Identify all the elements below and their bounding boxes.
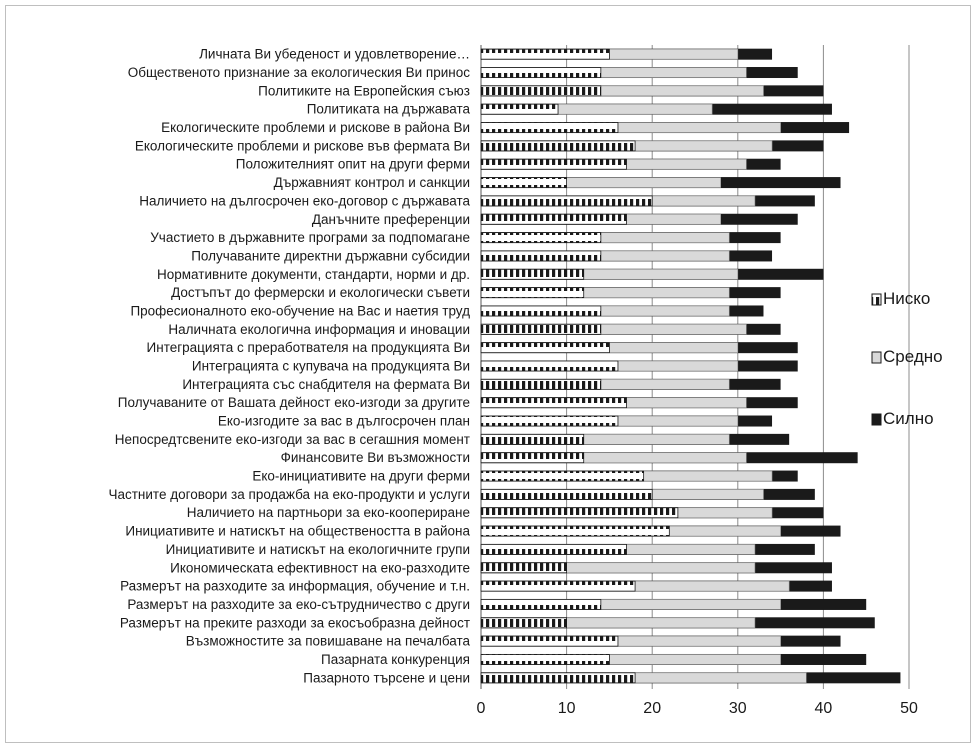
category-label: Интеграцията със снабдителя на фермата В…: [182, 377, 470, 392]
category-label: Финансовите Ви възможности: [281, 450, 470, 465]
legend: Ниско Средно Силно: [871, 289, 943, 428]
category-label: Размерът на разходите за информация, обу…: [120, 579, 470, 594]
category-label: Размерът на разходите за еко-сътрудничес…: [127, 597, 470, 612]
category-label: Политиката на държавата: [307, 102, 471, 117]
category-label: Нормативните документи, стандарти, норми…: [157, 267, 470, 282]
category-label: Екологическите проблеми и рискове в райо…: [161, 120, 470, 135]
bar-low: [480, 507, 679, 519]
category-label: Общественото признание за екологическия …: [128, 65, 471, 80]
category-label: Наличието на партньори за еко-коопериран…: [187, 505, 470, 520]
category-label: Еко-изгодите за вас в дългосрочен план: [218, 414, 470, 429]
bar-low: [480, 158, 627, 170]
bar-low: [480, 599, 602, 610]
category-labels: Личната Ви убеденост и удовлетворение… Об…: [108, 47, 470, 686]
bar-low: [480, 580, 636, 592]
bar-low: [480, 672, 636, 684]
bar-low: [480, 48, 610, 60]
category-label: Пазарната конкуренция: [321, 652, 470, 667]
bar-low: [480, 617, 567, 629]
bar-low: [480, 323, 602, 335]
category-label: Инициативите и натискът на екологичните …: [166, 542, 470, 557]
category-label: Интеграцията с купувача на продукцията В…: [192, 359, 470, 374]
category-label: Получаваните директни държавни субсидии: [191, 248, 470, 263]
category-label: Икономическата ефективност на еко-разход…: [170, 560, 470, 575]
legend-label: Силно: [883, 409, 934, 428]
legend-swatch: [871, 293, 882, 306]
category-label: Достъпът до фермерски и екологически съв…: [171, 285, 470, 300]
category-label: Участието в държавните програми за подпо…: [150, 230, 470, 245]
bar-low: [480, 103, 559, 115]
bars-layer: [480, 48, 901, 684]
category-label: Данъчните преференции: [312, 212, 470, 227]
category-label: Размерът на преките разходи за екосъобра…: [120, 615, 470, 630]
legend-swatch: [871, 351, 882, 364]
category-label: Положителният опит на други ферми: [236, 157, 470, 172]
bar-low: [480, 433, 585, 445]
x-tick-label: 30: [729, 700, 747, 717]
bar-low: [480, 488, 653, 500]
category-label: Професионалното еко-обучение на Вас и на…: [130, 303, 470, 318]
bar-low: [480, 654, 610, 665]
category-label: Интеграцията с преработвателя на продукц…: [147, 340, 470, 355]
x-tick-label: 10: [558, 700, 576, 717]
category-label: Екологическите проблеми и рискове във фе…: [135, 138, 470, 153]
category-label: Получаваните от Вашата дейност еко-изгод…: [118, 395, 470, 410]
bar-low: [480, 544, 627, 555]
x-tick-label: 0: [477, 700, 486, 717]
bar-low: [480, 67, 602, 78]
bar-low: [480, 287, 585, 299]
bar-low: [480, 635, 619, 647]
x-tick-label: 40: [815, 700, 833, 717]
category-label: Възможностите за повишаване на печалбата: [186, 634, 471, 649]
bar-low: [480, 250, 602, 262]
legend-label: Средно: [883, 347, 943, 366]
bar-low: [480, 268, 585, 280]
category-label: Еко-инициативите на други ферми: [252, 469, 470, 484]
category-label: Инициативите и натискът на общественостт…: [125, 524, 470, 539]
category-label: Личната Ви убеденост и удовлетворение…: [199, 47, 470, 62]
bar-low: [480, 397, 627, 409]
category-label: Държавният контрол и санкции: [274, 175, 470, 190]
bar-low: [480, 342, 610, 354]
bar-low: [480, 232, 602, 244]
bar-low: [480, 562, 567, 574]
bar-low: [480, 305, 602, 317]
bar-low: [480, 452, 585, 464]
bar-low: [480, 378, 602, 390]
bar-low: [480, 140, 636, 152]
category-label: Частните договори за продажба на еко-про…: [108, 487, 470, 502]
x-tick-label: 20: [643, 700, 661, 717]
bar-low: [480, 415, 619, 427]
bar-low: [480, 85, 602, 97]
category-label: Наличието на дългосрочен еко-договор с д…: [139, 193, 470, 208]
category-label: Пазарното търсене и цени: [303, 670, 470, 685]
bar-low: [480, 525, 670, 537]
bar-low: [480, 213, 627, 225]
category-label: Наличната екологична информация и иновац…: [168, 322, 470, 337]
x-tick-labels: 0 10 20 30 40 50: [477, 700, 918, 717]
bar-low: [480, 470, 645, 482]
legend-swatch: [871, 413, 882, 426]
bar-low: [480, 360, 619, 372]
bar-low: [480, 177, 567, 188]
legend-label: Ниско: [883, 289, 930, 308]
bar-low: [480, 195, 653, 207]
bar-low: [480, 122, 619, 133]
x-tick-label: 50: [900, 700, 918, 717]
category-label: Политиките на Европейския съюз: [258, 83, 470, 98]
category-label: Непосредтсвените еко-изгоди за вас в сег…: [115, 432, 470, 447]
